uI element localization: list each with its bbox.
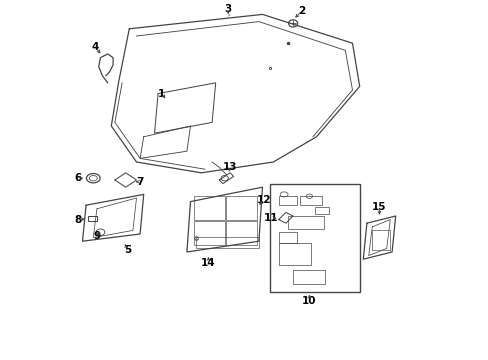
Text: 1: 1 [158, 89, 165, 99]
Bar [194, 221, 224, 245]
Text: 9: 9 [93, 231, 100, 241]
Text: 10: 10 [302, 296, 316, 306]
Text: 3: 3 [224, 4, 231, 14]
Bar [196, 237, 258, 248]
Bar [287, 216, 323, 229]
Bar [278, 232, 296, 243]
Text: 7: 7 [136, 177, 143, 187]
Text: 6: 6 [74, 173, 81, 183]
Bar [269, 184, 359, 292]
Text: 12: 12 [257, 195, 271, 205]
Bar [88, 216, 97, 221]
Bar [371, 230, 389, 250]
Bar [314, 207, 328, 214]
Bar [278, 243, 310, 265]
Text: 11: 11 [264, 213, 278, 223]
Bar [278, 196, 296, 205]
Text: 4: 4 [91, 42, 99, 52]
Text: 5: 5 [123, 245, 131, 255]
Text: 2: 2 [298, 6, 305, 16]
Text: 8: 8 [74, 215, 81, 225]
Text: 13: 13 [223, 162, 237, 172]
Bar [226, 221, 257, 245]
Text: 15: 15 [371, 202, 386, 212]
Bar [292, 270, 325, 284]
Bar [300, 196, 321, 205]
Text: 14: 14 [201, 258, 215, 268]
Bar [226, 196, 257, 220]
Bar [194, 196, 224, 220]
